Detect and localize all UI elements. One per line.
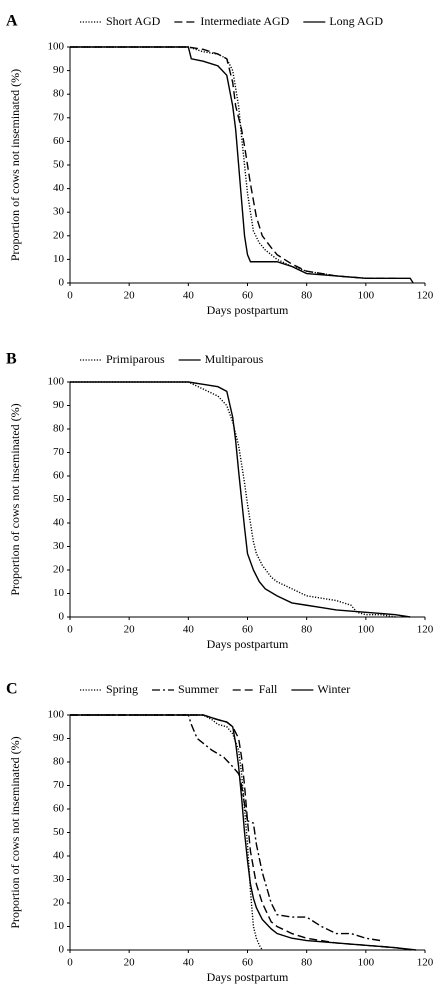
y-tick-label: 40 bbox=[53, 850, 65, 862]
x-tick-label: 20 bbox=[124, 957, 136, 969]
legend-label: Spring bbox=[106, 682, 138, 696]
x-tick-label: 120 bbox=[417, 957, 434, 969]
x-tick-label: 120 bbox=[417, 290, 434, 302]
y-tick-label: 60 bbox=[53, 135, 65, 147]
y-tick-label: 50 bbox=[53, 826, 65, 838]
y-tick-label: 60 bbox=[53, 803, 65, 815]
y-tick-label: 0 bbox=[59, 944, 65, 956]
y-tick-label: 90 bbox=[53, 64, 65, 76]
x-tick-label: 20 bbox=[124, 290, 136, 302]
legend-label: Winter bbox=[317, 682, 350, 696]
legend-label: Summer bbox=[178, 682, 219, 696]
panel-label: A bbox=[6, 13, 18, 30]
survival-line bbox=[70, 714, 411, 951]
x-tick-label: 120 bbox=[417, 624, 434, 636]
y-tick-label: 30 bbox=[53, 206, 65, 218]
x-tick-label: 40 bbox=[183, 624, 195, 636]
y-tick-label: 0 bbox=[59, 277, 65, 289]
y-tick-label: 10 bbox=[53, 587, 65, 599]
y-tick-label: 20 bbox=[53, 897, 65, 909]
x-axis-title: Days postpartum bbox=[207, 637, 289, 651]
x-axis-title: Days postpartum bbox=[207, 970, 289, 984]
legend-label: Short AGD bbox=[106, 14, 161, 28]
y-tick-label: 10 bbox=[53, 920, 65, 932]
y-axis-title: Proportion of cows not inseminated (%) bbox=[8, 403, 22, 595]
y-tick-label: 80 bbox=[53, 88, 65, 100]
x-tick-label: 60 bbox=[242, 290, 254, 302]
legend-label: Fall bbox=[259, 682, 278, 696]
survival-line bbox=[70, 46, 381, 279]
x-tick-label: 0 bbox=[67, 624, 73, 636]
y-tick-label: 50 bbox=[53, 493, 65, 505]
x-tick-label: 40 bbox=[183, 290, 195, 302]
y-tick-label: 100 bbox=[48, 709, 65, 721]
y-tick-label: 50 bbox=[53, 159, 65, 171]
x-tick-label: 40 bbox=[183, 957, 195, 969]
survival-line bbox=[70, 381, 411, 618]
y-axis-title: Proportion of cows not inseminated (%) bbox=[8, 736, 22, 928]
legend-label: Long AGD bbox=[329, 14, 383, 28]
y-tick-label: 20 bbox=[53, 229, 65, 241]
survival-line bbox=[70, 714, 417, 951]
x-tick-label: 80 bbox=[301, 624, 313, 636]
legend-label: Intermediate AGD bbox=[200, 14, 289, 28]
legend-label: Multiparous bbox=[205, 352, 264, 366]
y-tick-label: 80 bbox=[53, 756, 65, 768]
x-tick-label: 0 bbox=[67, 290, 73, 302]
y-tick-label: 0 bbox=[59, 611, 65, 623]
x-tick-label: 0 bbox=[67, 957, 73, 969]
panel-label: C bbox=[6, 681, 18, 698]
legend-label: Primiparous bbox=[106, 352, 165, 366]
y-tick-label: 90 bbox=[53, 399, 65, 411]
survival-line bbox=[70, 46, 414, 284]
x-tick-label: 100 bbox=[358, 624, 375, 636]
x-tick-label: 60 bbox=[242, 624, 254, 636]
x-tick-label: 80 bbox=[301, 957, 313, 969]
x-axis-title: Days postpartum bbox=[207, 303, 289, 317]
y-tick-label: 10 bbox=[53, 253, 65, 265]
survival-line bbox=[70, 46, 396, 279]
x-tick-label: 100 bbox=[358, 957, 375, 969]
x-tick-label: 60 bbox=[242, 957, 254, 969]
survival-line bbox=[70, 714, 381, 942]
x-tick-label: 100 bbox=[358, 290, 375, 302]
y-tick-label: 70 bbox=[53, 111, 65, 123]
y-tick-label: 80 bbox=[53, 423, 65, 435]
y-tick-label: 70 bbox=[53, 779, 65, 791]
y-tick-label: 60 bbox=[53, 470, 65, 482]
y-tick-label: 70 bbox=[53, 446, 65, 458]
y-tick-label: 30 bbox=[53, 873, 65, 885]
y-tick-label: 40 bbox=[53, 517, 65, 529]
y-tick-label: 40 bbox=[53, 182, 65, 194]
y-tick-label: 30 bbox=[53, 540, 65, 552]
panel-label: B bbox=[6, 351, 17, 368]
y-axis-title: Proportion of cows not inseminated (%) bbox=[8, 69, 22, 261]
x-tick-label: 20 bbox=[124, 624, 136, 636]
y-tick-label: 100 bbox=[48, 376, 65, 388]
x-tick-label: 80 bbox=[301, 290, 313, 302]
y-tick-label: 20 bbox=[53, 564, 65, 576]
survival-line bbox=[70, 714, 263, 951]
y-tick-label: 90 bbox=[53, 732, 65, 744]
y-tick-label: 100 bbox=[48, 41, 65, 53]
